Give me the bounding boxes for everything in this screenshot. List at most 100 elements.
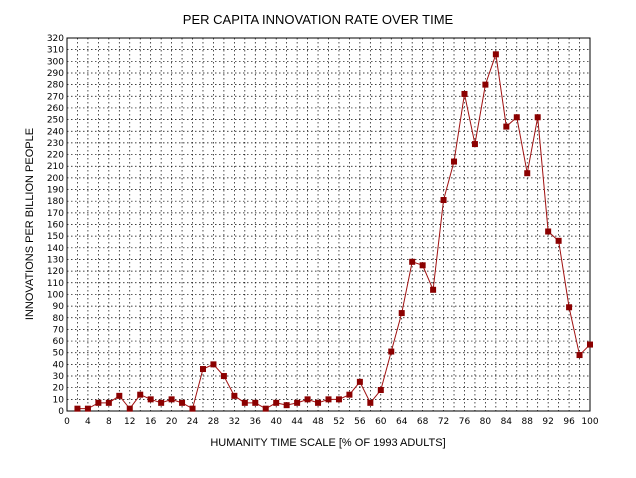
y-tick-label: 60: [53, 337, 65, 347]
y-tick-label: 280: [47, 81, 64, 91]
y-tick-label: 250: [47, 116, 64, 126]
x-tick-label: 20: [166, 417, 178, 427]
y-tick-label: 190: [47, 186, 64, 196]
y-tick-label: 210: [47, 162, 64, 172]
data-point: [158, 399, 165, 406]
data-point: [388, 348, 395, 355]
data-point: [492, 51, 499, 58]
data-point: [95, 399, 102, 406]
data-point: [84, 405, 91, 412]
y-tick-label: 300: [47, 57, 64, 67]
data-point: [461, 90, 468, 97]
y-tick-label: 120: [47, 267, 64, 277]
y-tick-label: 310: [47, 46, 64, 56]
x-tick-label: 40: [270, 417, 282, 427]
y-tick-label: 50: [53, 349, 65, 359]
data-point: [555, 237, 562, 244]
y-tick-label: 70: [53, 325, 65, 335]
data-point: [220, 373, 227, 380]
data-point: [451, 158, 458, 165]
x-tick-label: 44: [291, 417, 303, 427]
data-point: [168, 396, 175, 403]
data-point: [304, 396, 311, 403]
data-point: [545, 228, 552, 235]
tick-labels: 0102030405060708090100110120130140150160…: [47, 34, 599, 427]
data-point: [398, 310, 405, 317]
grid: [67, 38, 590, 411]
x-tick-label: 52: [333, 417, 344, 427]
x-tick-label: 16: [145, 417, 157, 427]
y-tick-label: 240: [47, 127, 64, 137]
y-tick-label: 270: [47, 92, 64, 102]
data-point: [534, 114, 541, 121]
data-point: [116, 392, 123, 399]
data-point: [231, 392, 238, 399]
data-point: [356, 378, 363, 385]
y-tick-label: 320: [47, 34, 64, 44]
y-axis-label: INNOVATIONS PER BILLION PEOPLE: [24, 128, 36, 320]
x-tick-label: 28: [208, 417, 220, 427]
data-point: [105, 399, 112, 406]
y-tick-label: 220: [47, 151, 64, 161]
y-tick-label: 20: [53, 384, 65, 394]
x-tick-label: 88: [522, 417, 534, 427]
data-point: [74, 405, 81, 412]
data-point: [346, 391, 353, 398]
data-point: [137, 391, 144, 398]
data-point: [566, 304, 573, 311]
data-point: [294, 399, 301, 406]
y-tick-label: 100: [47, 290, 64, 300]
x-tick-label: 36: [250, 417, 262, 427]
data-series: [74, 51, 593, 412]
series-line: [77, 54, 591, 410]
data-point: [335, 396, 342, 403]
plot-frame: [66, 37, 591, 412]
x-tick-label: 48: [312, 417, 324, 427]
x-tick-label: 84: [501, 417, 513, 427]
x-tick-label: 56: [354, 417, 366, 427]
y-tick-label: 150: [47, 232, 64, 242]
data-point: [189, 405, 196, 412]
data-point: [377, 387, 384, 394]
data-point: [367, 399, 374, 406]
data-point: [430, 286, 437, 293]
data-point: [262, 405, 269, 412]
x-tick-label: 64: [396, 417, 408, 427]
data-point: [241, 399, 248, 406]
data-point: [210, 361, 217, 368]
data-point: [315, 399, 322, 406]
y-tick-label: 180: [47, 197, 64, 207]
x-axis-label: HUMANITY TIME SCALE [% OF 1993 ADULTS]: [210, 437, 445, 449]
chart-title: PER CAPITA INNOVATION RATE OVER TIME: [183, 12, 454, 27]
data-point: [325, 396, 332, 403]
x-tick-label: 72: [438, 417, 449, 427]
x-tick-label: 96: [563, 417, 575, 427]
x-tick-label: 12: [124, 417, 135, 427]
x-tick-label: 92: [542, 417, 553, 427]
data-point: [273, 399, 280, 406]
x-tick-label: 68: [417, 417, 429, 427]
data-point: [419, 262, 426, 269]
data-point: [126, 405, 133, 412]
x-tick-label: 0: [64, 417, 70, 427]
y-tick-label: 90: [53, 302, 65, 312]
data-point: [409, 258, 416, 265]
y-tick-label: 80: [53, 314, 65, 324]
data-point: [576, 352, 583, 359]
y-tick-label: 10: [53, 395, 65, 405]
data-point: [503, 123, 510, 130]
y-tick-label: 40: [53, 360, 65, 370]
y-tick-label: 230: [47, 139, 64, 149]
data-point: [199, 366, 206, 373]
data-point: [147, 396, 154, 403]
data-point: [471, 141, 478, 148]
data-point: [283, 402, 290, 409]
x-tick-label: 80: [480, 417, 492, 427]
x-tick-label: 4: [85, 417, 91, 427]
x-tick-label: 24: [187, 417, 199, 427]
x-tick-label: 60: [375, 417, 387, 427]
y-tick-label: 140: [47, 244, 64, 254]
data-point: [513, 114, 520, 121]
